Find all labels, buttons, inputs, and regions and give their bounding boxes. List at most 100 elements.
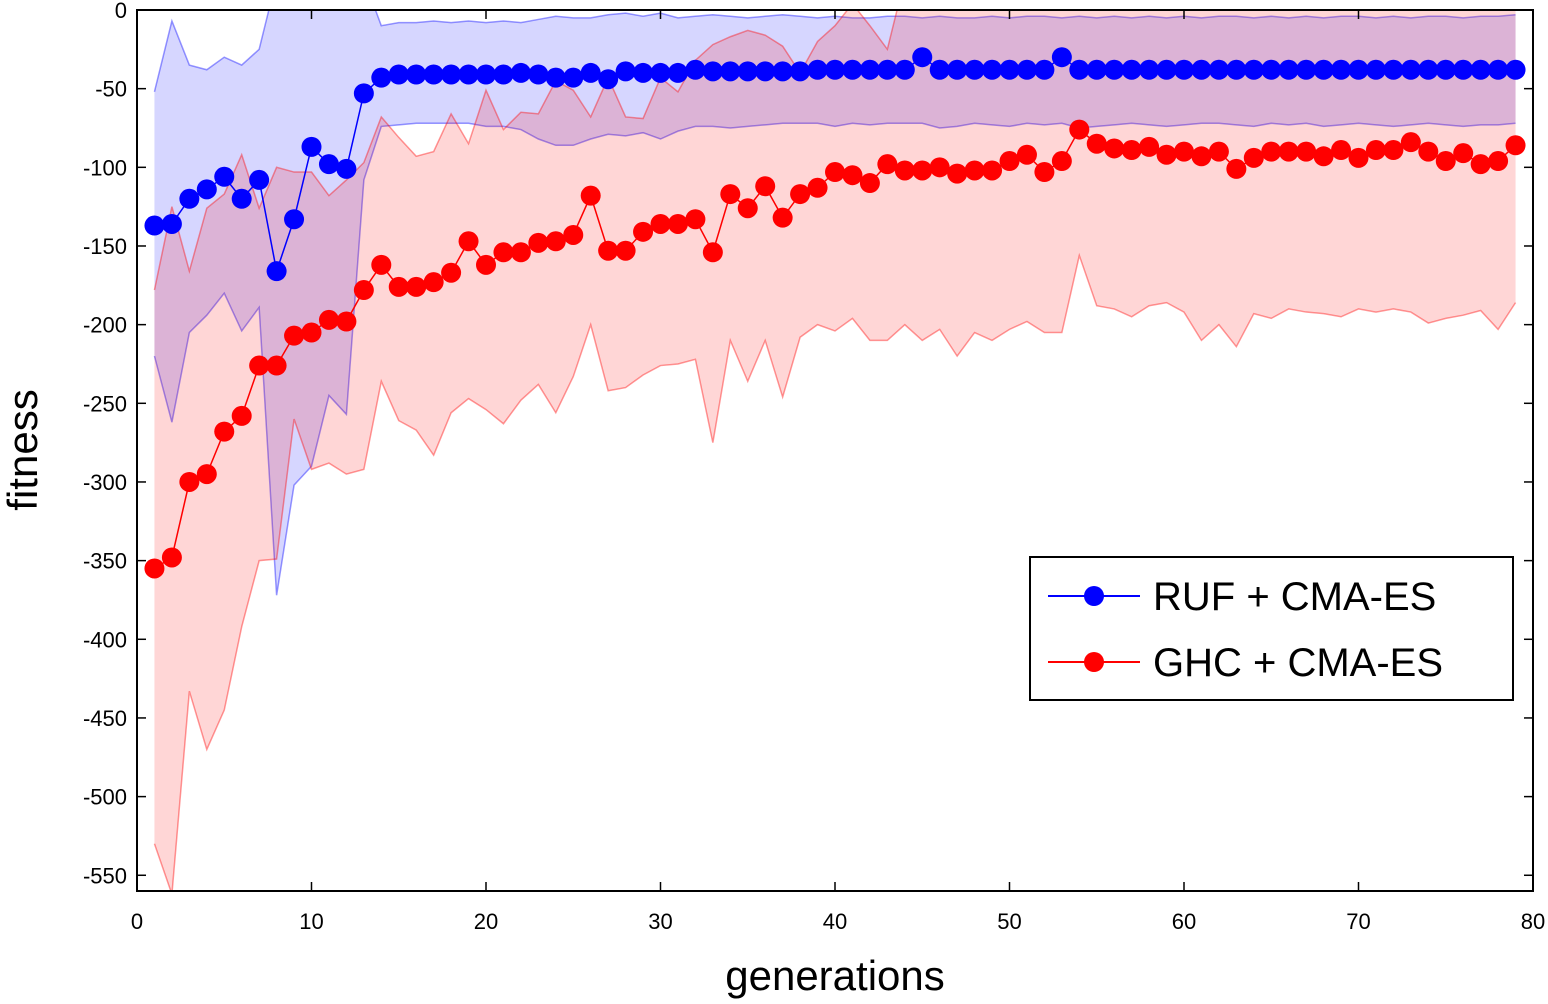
- y-tick-label: -50: [95, 77, 127, 102]
- point-ruf-cma-es: [790, 61, 811, 82]
- point-ruf-cma-es: [947, 59, 968, 80]
- point-ruf-cma-es: [231, 188, 252, 209]
- point-ghc-cma-es: [1226, 158, 1247, 179]
- x-axis: 0 10 20 30 40 50 60 70 80: [131, 10, 1545, 934]
- point-ghc-cma-es: [737, 198, 758, 219]
- point-ghc-cma-es: [1104, 138, 1125, 159]
- confidence-bands: [153, 10, 1517, 891]
- y-tick-label: -150: [83, 234, 127, 259]
- point-ghc-cma-es: [1016, 144, 1037, 165]
- point-ghc-cma-es: [493, 242, 514, 263]
- point-ghc-cma-es: [1418, 141, 1439, 162]
- point-ruf-cma-es: [301, 136, 322, 157]
- legend: RUF + CMA-ES GHC + CMA-ES: [1029, 556, 1514, 701]
- point-ruf-cma-es: [894, 59, 915, 80]
- point-ruf-cma-es: [266, 261, 287, 282]
- legend-box: [1029, 556, 1514, 701]
- point-ruf-cma-es: [1016, 59, 1037, 80]
- point-ruf-cma-es: [441, 64, 462, 85]
- point-ghc-cma-es: [1400, 132, 1421, 153]
- x-tick-label: 20: [474, 909, 498, 934]
- point-ruf-cma-es: [1034, 59, 1055, 80]
- point-ruf-cma-es: [1261, 59, 1282, 80]
- point-ghc-cma-es: [1174, 141, 1194, 162]
- y-tick-label: 0: [115, 0, 127, 23]
- point-ghc-cma-es: [196, 464, 217, 485]
- point-ghc-cma-es: [1313, 146, 1334, 167]
- point-ruf-cma-es: [371, 67, 392, 88]
- y-tick-label: -500: [83, 785, 127, 810]
- point-ghc-cma-es: [772, 207, 793, 228]
- point-ruf-cma-es: [1365, 59, 1386, 80]
- point-ruf-cma-es: [1208, 59, 1229, 80]
- point-ruf-cma-es: [929, 59, 950, 80]
- point-ghc-cma-es: [231, 405, 252, 426]
- point-ghc-cma-es: [912, 160, 933, 181]
- point-ruf-cma-es: [912, 47, 933, 68]
- point-ruf-cma-es: [423, 64, 444, 85]
- point-ruf-cma-es: [1051, 47, 1072, 68]
- point-ghc-cma-es: [1121, 140, 1142, 161]
- point-ghc-cma-es: [510, 242, 531, 263]
- point-ghc-cma-es: [1296, 141, 1317, 162]
- x-axis-title: generations: [725, 952, 945, 999]
- point-ruf-cma-es: [214, 166, 235, 187]
- point-ghc-cma-es: [1243, 147, 1264, 168]
- y-tick-label: -100: [83, 155, 127, 180]
- x-tick-label: 0: [131, 909, 143, 934]
- point-ghc-cma-es: [1435, 151, 1456, 172]
- point-ruf-cma-es: [353, 83, 374, 104]
- point-ruf-cma-es: [284, 209, 305, 230]
- point-ruf-cma-es: [667, 62, 688, 83]
- point-ruf-cma-es: [1348, 59, 1369, 80]
- point-ghc-cma-es: [877, 154, 898, 175]
- point-ruf-cma-es: [720, 61, 741, 82]
- point-ruf-cma-es: [1104, 59, 1125, 80]
- point-ruf-cma-es: [196, 179, 217, 200]
- point-ghc-cma-es: [1051, 151, 1072, 172]
- point-ghc-cma-es: [353, 280, 374, 301]
- point-ghc-cma-es: [179, 471, 200, 492]
- x-tick-label: 80: [1521, 909, 1545, 934]
- point-ruf-cma-es: [1418, 59, 1439, 80]
- point-ruf-cma-es: [1488, 59, 1509, 80]
- point-ghc-cma-es: [441, 262, 462, 283]
- point-ghc-cma-es: [720, 184, 741, 205]
- point-ghc-cma-es: [633, 221, 654, 242]
- point-ghc-cma-es: [214, 421, 235, 442]
- point-ruf-cma-es: [336, 158, 357, 179]
- point-ghc-cma-es: [929, 157, 950, 178]
- point-ghc-cma-es: [563, 224, 584, 245]
- point-ruf-cma-es: [964, 59, 985, 80]
- point-ruf-cma-es: [650, 62, 671, 83]
- point-ghc-cma-es: [476, 254, 496, 275]
- point-ruf-cma-es: [510, 62, 531, 83]
- y-axis: 0 -50 -100 -150 -200 -250 -300 -350 -400 -450 -500…: [83, 0, 1533, 888]
- point-ruf-cma-es: [318, 154, 339, 175]
- point-ghc-cma-es: [1383, 140, 1404, 161]
- point-ruf-cma-es: [1243, 59, 1264, 80]
- x-tick-label: 10: [299, 909, 323, 934]
- point-ruf-cma-es: [842, 59, 863, 80]
- band-upper-ghc-cma-es: [153, 10, 898, 291]
- point-ghc-cma-es: [702, 242, 723, 263]
- point-ruf-cma-es: [685, 59, 706, 80]
- point-ghc-cma-es: [1348, 147, 1369, 168]
- point-ghc-cma-es: [859, 173, 880, 194]
- point-ruf-cma-es: [388, 64, 409, 85]
- point-ruf-cma-es: [580, 62, 601, 83]
- point-ruf-cma-es: [1296, 59, 1317, 80]
- point-ruf-cma-es: [1313, 59, 1334, 80]
- point-ruf-cma-es: [982, 59, 1003, 80]
- point-ghc-cma-es: [964, 160, 985, 181]
- point-ghc-cma-es: [1191, 146, 1212, 167]
- point-ruf-cma-es: [737, 61, 758, 82]
- point-ghc-cma-es: [982, 160, 1003, 181]
- point-ruf-cma-es: [615, 61, 636, 82]
- point-ghc-cma-es: [371, 254, 392, 275]
- x-tick-label: 40: [823, 909, 847, 934]
- point-ruf-cma-es: [406, 64, 427, 85]
- point-ruf-cma-es: [633, 62, 654, 83]
- y-tick-label: -550: [83, 863, 127, 888]
